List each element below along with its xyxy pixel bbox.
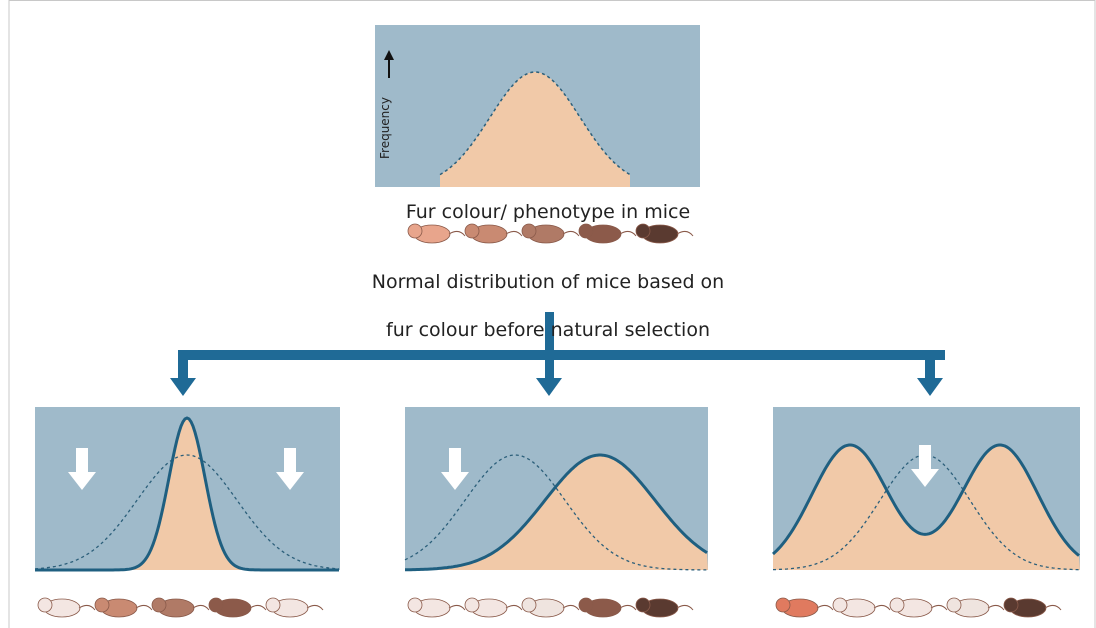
mouse-head [521,223,537,239]
mouse-head [635,223,651,239]
mouse-head [464,223,480,239]
connector [178,350,188,380]
mouse-tail [816,604,834,611]
mouse-tail [249,604,267,611]
x-axis-label: Fur colour/ phenotype in mice [406,201,690,223]
mouse-head [464,597,480,613]
frame [8,0,1096,628]
white-arrow [911,445,939,487]
white-arrow [276,448,304,490]
mouse-tail [619,230,637,237]
mouse-head [151,597,167,613]
connector [545,312,554,382]
mouse-head [635,597,651,613]
mouse-head [407,223,423,239]
mouse-head [521,597,537,613]
curve [35,416,339,572]
mouse-tail [930,604,948,611]
mouse-head [889,597,905,613]
curve [404,454,707,571]
mouse-head [94,597,110,613]
curve [439,71,631,176]
caption: fur colour before natural selection [386,319,710,341]
mouse-head [1003,597,1019,613]
mouse-head [578,597,594,613]
white-arrow [441,448,469,490]
mouse-tail [619,604,637,611]
connector [925,350,935,380]
curve [405,453,708,572]
mouse-tail [448,604,466,611]
mouse-head [208,597,224,613]
mouse-tail [676,604,694,611]
axis-arrow-head [384,50,394,60]
mouse-head [946,597,962,613]
y-axis-label: Frequency [378,97,392,159]
mouse-head [775,597,791,613]
mouse-tail [1044,604,1062,611]
mouse-head [578,223,594,239]
mouse-head [265,597,281,613]
mouse-head [407,597,423,613]
arrow [170,378,196,396]
curve [34,454,340,570]
mouse-tail [78,604,96,611]
mouse-head [37,597,53,613]
mouse-tail [135,604,153,611]
connectors [170,312,945,396]
mouse-tail [505,604,523,611]
arrow [917,378,943,396]
mouse-tail [306,604,324,611]
mouse-tail [192,604,210,611]
mouse-tail [987,604,1005,611]
mouse-head [832,597,848,613]
curve [771,443,1080,557]
mouse-tail [562,230,580,237]
connector [178,350,945,360]
arrow [536,378,562,396]
curves [34,71,1080,572]
caption: Normal distribution of mice based on [372,271,724,293]
curve-fill [35,418,340,570]
curve-fill [773,445,1080,570]
mouse-tail [676,230,694,237]
mouse-tail [873,604,891,611]
curve-fill [405,455,708,570]
mouse-tail [505,230,523,237]
mouse-tail [448,230,466,237]
curve-fill [440,72,630,187]
mice [37,223,1062,618]
white-arrow [68,448,96,490]
mouse-tail [562,604,580,611]
